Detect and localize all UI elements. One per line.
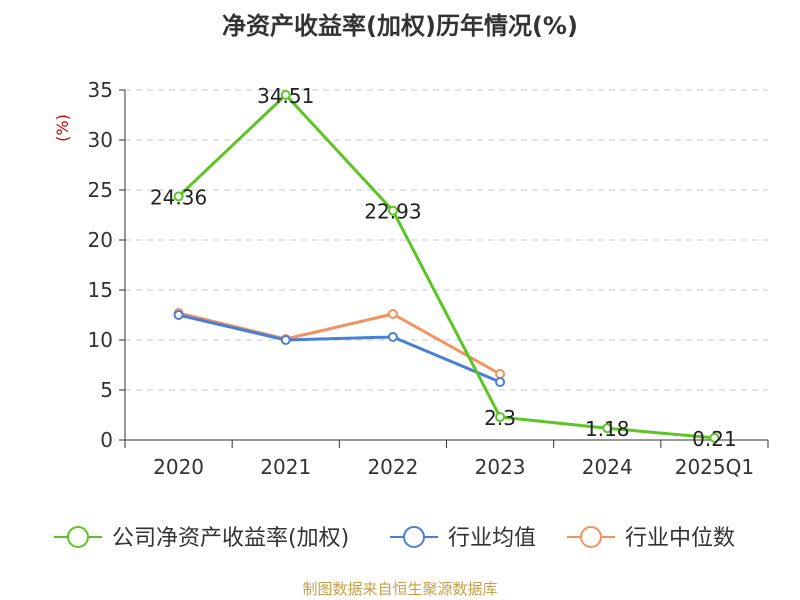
data-point bbox=[387, 309, 398, 319]
y-tick-label: 35 bbox=[88, 78, 113, 102]
axes: 0 5 10 15 20 25 30 35 2020 2021 2022 2023 2024 2025Q1… bbox=[53, 78, 769, 479]
data-label: 1.18 bbox=[585, 417, 630, 441]
legend-label: 行业中位数 bbox=[625, 526, 735, 551]
data-label: 24.36 bbox=[150, 185, 207, 209]
legend-label: 行业均值 bbox=[448, 526, 536, 551]
x-tick-label: 2024 bbox=[582, 455, 633, 479]
y-tick-label: 15 bbox=[88, 278, 113, 302]
legend-item: 行业均值 bbox=[390, 526, 536, 551]
legend-marker bbox=[580, 526, 602, 548]
y-axis-label: (%) bbox=[53, 114, 72, 142]
data-label: 0.21 bbox=[692, 427, 737, 451]
y-tick-label: 0 bbox=[100, 428, 113, 452]
legend-label: 公司净资产收益率(加权) bbox=[112, 526, 349, 551]
y-tick-label: 30 bbox=[88, 128, 113, 152]
x-tick-label: 2023 bbox=[475, 455, 526, 479]
legend-marker bbox=[403, 526, 425, 548]
data-point bbox=[602, 423, 613, 434]
data-point bbox=[495, 369, 506, 379]
data-point bbox=[173, 191, 184, 202]
data-label: 34.51 bbox=[257, 84, 314, 108]
x-tick-label: 2022 bbox=[367, 455, 418, 479]
data-label: 2.3 bbox=[484, 406, 516, 430]
data-point bbox=[387, 205, 398, 216]
data-point bbox=[709, 432, 720, 443]
data-point bbox=[280, 89, 291, 100]
legend: 公司净资产收益率(加权) 行业均值 行业中位数 bbox=[54, 526, 735, 551]
grid-lines bbox=[125, 89, 768, 391]
x-tick-label: 2021 bbox=[260, 455, 311, 479]
x-tick-label: 2025Q1 bbox=[675, 455, 754, 479]
y-tick-label: 20 bbox=[88, 228, 113, 252]
y-tick-label: 10 bbox=[88, 328, 113, 352]
chart-title: 净资产收益率(加权)历年情况(%) bbox=[222, 12, 578, 40]
data-label: 22.93 bbox=[364, 200, 421, 224]
data-point bbox=[495, 412, 506, 422]
y-tick-label: 25 bbox=[88, 178, 113, 202]
legend-marker bbox=[67, 526, 89, 548]
legend-item: 行业中位数 bbox=[567, 526, 735, 551]
data-point bbox=[173, 310, 184, 320]
data-source-note: 制图数据来自恒生聚源数据库 bbox=[302, 580, 498, 598]
data-point bbox=[495, 377, 506, 387]
y-tick-label: 5 bbox=[100, 378, 113, 402]
legend-item: 公司净资产收益率(加权) bbox=[54, 526, 349, 551]
data-point bbox=[387, 332, 398, 342]
series-group bbox=[173, 89, 720, 443]
data-labels: 24.36 34.51 22.93 2.3 1.18 0.21 bbox=[150, 84, 737, 451]
data-point bbox=[280, 335, 291, 345]
x-tick-label: 2020 bbox=[153, 455, 204, 479]
series-line bbox=[177, 93, 715, 440]
series-line bbox=[178, 313, 501, 384]
